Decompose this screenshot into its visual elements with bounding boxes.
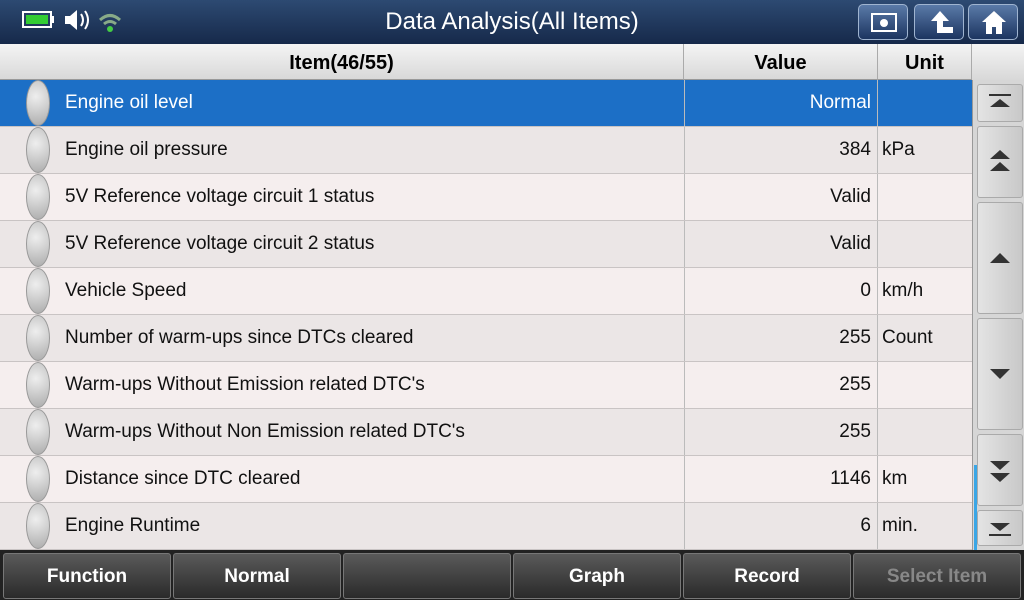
scroll-panel bbox=[972, 80, 1024, 550]
column-header: Item(46/55) bbox=[0, 44, 684, 80]
toolbar-button[interactable]: Function bbox=[3, 553, 171, 599]
toolbar-button[interactable]: Record bbox=[683, 553, 851, 599]
item-value: 6 bbox=[684, 503, 878, 549]
row-indicator bbox=[26, 174, 50, 220]
line-up-button[interactable] bbox=[977, 202, 1023, 314]
item-name: Engine oil pressure bbox=[65, 139, 228, 160]
table-body: Engine oil level Normal Engine oil pressur… bbox=[0, 80, 972, 550]
item-value: 384 bbox=[684, 127, 878, 173]
item-unit: km bbox=[882, 468, 908, 489]
page-down-button[interactable] bbox=[977, 434, 1023, 506]
scroll-bottom-button[interactable] bbox=[977, 510, 1023, 546]
table-row[interactable]: 5V Reference voltage circuit 2 status Val… bbox=[0, 221, 972, 268]
table-row[interactable]: Warm-ups Without Emission related DTC's 2… bbox=[0, 362, 972, 409]
home-button[interactable] bbox=[968, 4, 1018, 40]
item-unit: km/h bbox=[882, 280, 924, 301]
row-indicator bbox=[26, 127, 50, 173]
toolbar-button[interactable]: Graph bbox=[513, 553, 681, 599]
scroll-top-button[interactable] bbox=[977, 84, 1023, 122]
table-row[interactable]: Number of warm-ups since DTCs cleared 255… bbox=[0, 315, 972, 362]
item-value: 255 bbox=[684, 362, 878, 408]
column-header: Unit bbox=[878, 44, 972, 80]
item-name: Engine Runtime bbox=[65, 515, 201, 536]
status-icons bbox=[22, 10, 122, 32]
row-indicator bbox=[26, 409, 50, 455]
item-value: Valid bbox=[684, 221, 878, 267]
row-indicator bbox=[26, 456, 50, 502]
table-row[interactable]: 5V Reference voltage circuit 1 status Val… bbox=[0, 174, 972, 221]
item-unit: kPa bbox=[882, 139, 915, 160]
item-name: Warm-ups Without Non Emission related DT… bbox=[65, 421, 465, 442]
item-name: 5V Reference voltage circuit 1 status bbox=[65, 186, 375, 207]
table-row[interactable]: Warm-ups Without Non Emission related DT… bbox=[0, 409, 972, 456]
page-up-button[interactable] bbox=[977, 126, 1023, 198]
item-name: Distance since DTC cleared bbox=[65, 468, 301, 489]
item-value: 255 bbox=[684, 409, 878, 455]
table-row[interactable]: Distance since DTC cleared 1146 km bbox=[0, 456, 972, 503]
toolbar-button[interactable] bbox=[343, 553, 511, 599]
item-value: 1146 bbox=[684, 456, 878, 502]
screen-title: Data Analysis(All Items) bbox=[385, 8, 639, 35]
table-row[interactable]: Engine oil level Normal bbox=[0, 80, 972, 127]
column-header: Value bbox=[684, 44, 878, 80]
toolbar-button: Select Item bbox=[853, 553, 1021, 599]
row-indicator bbox=[26, 362, 50, 408]
item-name: Number of warm-ups since DTCs cleared bbox=[65, 327, 414, 348]
item-name: 5V Reference voltage circuit 2 status bbox=[65, 233, 375, 254]
table-row[interactable]: Vehicle Speed 0 km/h bbox=[0, 268, 972, 315]
row-indicator bbox=[26, 503, 50, 549]
item-unit: Count bbox=[882, 327, 933, 348]
line-down-button[interactable] bbox=[977, 318, 1023, 430]
item-value: Valid bbox=[684, 174, 878, 220]
item-name: Vehicle Speed bbox=[65, 280, 187, 301]
scroll-thumb bbox=[974, 465, 977, 550]
table-row[interactable]: Engine oil pressure 384 kPa bbox=[0, 127, 972, 174]
table-header: Item(46/55) Value Unit bbox=[0, 44, 1024, 80]
item-value: 255 bbox=[684, 315, 878, 361]
item-name: Warm-ups Without Emission related DTC's bbox=[65, 374, 425, 395]
back-button[interactable] bbox=[914, 4, 964, 40]
row-indicator bbox=[26, 268, 50, 314]
table-row[interactable]: Engine Runtime 6 min. bbox=[0, 503, 972, 550]
toolbar-button[interactable]: Normal bbox=[173, 553, 341, 599]
row-indicator bbox=[26, 80, 50, 126]
screenshot-button[interactable] bbox=[858, 4, 908, 40]
row-indicator bbox=[26, 221, 50, 267]
item-name: Engine oil level bbox=[65, 92, 193, 113]
toolbar: Function Normal Graph Record Select Item bbox=[0, 550, 1024, 600]
item-unit: min. bbox=[882, 515, 918, 536]
row-indicator bbox=[26, 315, 50, 361]
title-bar: Data Analysis(All Items) bbox=[0, 0, 1024, 44]
item-value: Normal bbox=[684, 80, 878, 126]
item-value: 0 bbox=[684, 268, 878, 314]
